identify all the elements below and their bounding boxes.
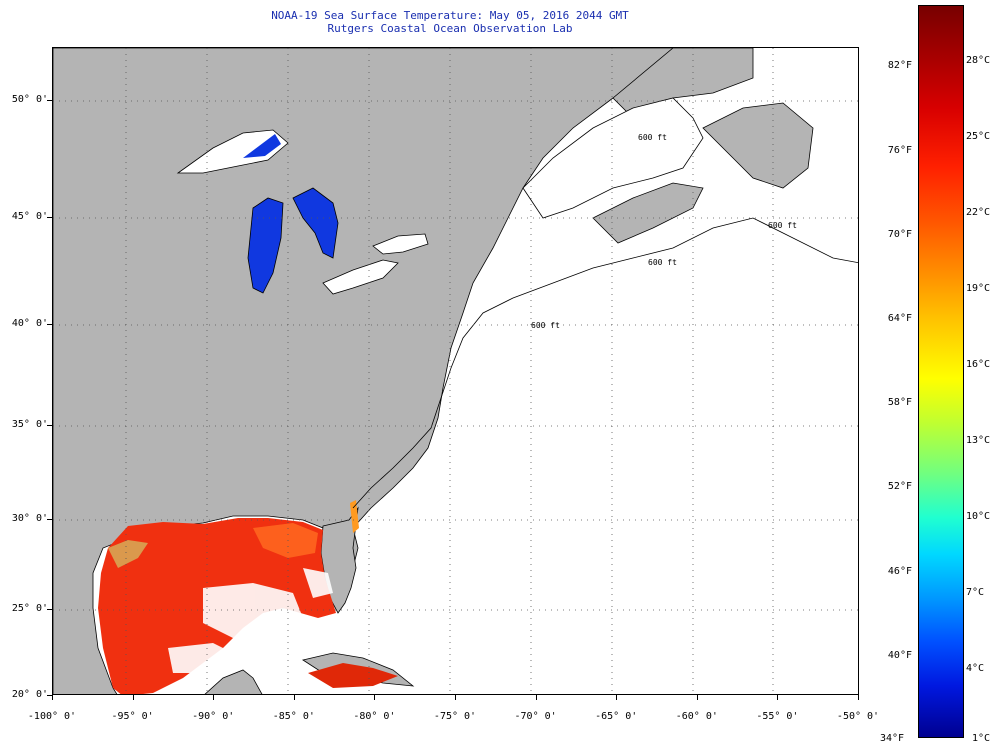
longitude-label: -75° 0' <box>433 711 477 722</box>
latitude-label: 50° 0' <box>11 94 48 105</box>
florida-east-sst <box>350 500 359 533</box>
colorbar-c-label: 19°C <box>966 282 991 294</box>
temperature-colorbar <box>918 5 964 738</box>
latitude-label: 30° 0' <box>11 513 48 524</box>
longitude-tick <box>696 695 698 700</box>
map-canvas: 600 ft 600 ft 600 ft 600 ft <box>53 48 858 694</box>
longitude-tick <box>52 695 53 700</box>
gridlines <box>53 48 858 694</box>
depth-contour <box>352 217 858 509</box>
gulf-st-lawrence <box>522 97 704 219</box>
latitude-label: 20° 0' <box>11 689 48 700</box>
land-labrador <box>612 48 754 119</box>
gulf-warm-patch <box>253 523 318 558</box>
latitude-tick <box>47 695 52 696</box>
latitude-tick <box>47 519 52 520</box>
longitude-label: -90° 0' <box>192 711 235 722</box>
latitude-label: 25° 0' <box>11 603 48 614</box>
colorbar-c-label: 16°C <box>966 359 991 371</box>
land-newfoundland <box>702 102 814 189</box>
colorbar-c-label: 28°C <box>966 55 991 66</box>
contour-label-4: 600 ft <box>638 133 667 142</box>
contour-label-3: 600 ft <box>768 221 797 230</box>
longitude-label: -95° 0' <box>111 711 154 722</box>
latitude-tick <box>47 100 52 101</box>
lake-erie <box>322 259 399 295</box>
colorbar-f-label: 58°F <box>887 397 912 409</box>
colorbar-c-label: 7°C <box>966 587 985 598</box>
latitude-label: 40° 0' <box>11 318 48 329</box>
gulf-light-patch <box>108 540 148 568</box>
colorbar-c-label: 25°C <box>966 130 991 142</box>
colorbar-f-label: 82°F <box>887 60 912 72</box>
lake-ontario <box>372 233 429 255</box>
longitude-tick <box>374 695 376 700</box>
colorbar-f-label: 64°F <box>887 313 912 325</box>
contour-label-2: 600 ft <box>531 321 560 330</box>
latitude-tick <box>47 609 52 610</box>
longitude-tick <box>293 695 295 700</box>
longitude-tick <box>455 695 456 700</box>
longitude-tick <box>213 695 215 700</box>
latitude-tick <box>47 425 52 426</box>
longitude-tick <box>777 695 779 700</box>
colorbar-f-label: 40°F <box>887 649 912 661</box>
longitude-label: -70° 0' <box>514 711 557 722</box>
latitude-tick <box>47 217 52 218</box>
longitude-label: -80° 0' <box>353 711 396 722</box>
lake-huron <box>292 187 339 259</box>
latitude-tick <box>47 324 52 325</box>
longitude-label: -100° 0' <box>27 711 77 722</box>
land-yucatan <box>204 669 263 694</box>
longitude-label: -55° 0' <box>756 711 799 722</box>
colorbar-f-label: 76°F <box>887 144 912 156</box>
map-subtitle: Rutgers Coastal Ocean Observation Lab <box>327 22 573 35</box>
colorbar-c-label: 13°C <box>966 434 991 446</box>
longitude-tick <box>535 695 537 700</box>
longitude-label: -50° 0' <box>836 711 880 722</box>
sst-map[interactable]: 600 ft 600 ft 600 ft 600 ft <box>52 47 859 695</box>
lake-superior <box>176 129 289 174</box>
longitude-tick <box>132 695 134 700</box>
lake-superior-blue <box>243 134 281 158</box>
lake-michigan <box>247 197 284 294</box>
cuba-coast-sst <box>308 663 398 688</box>
colorbar-bottom-f: 34°F <box>880 733 905 744</box>
longitude-label: -60° 0' <box>675 711 718 722</box>
latitude-label: 35° 0' <box>11 419 48 430</box>
latitude-label: 45° 0' <box>11 211 48 222</box>
longitude-label: -65° 0' <box>595 711 638 722</box>
colorbar-c-label: 22°C <box>966 207 991 219</box>
colorbar-f-label: 52°F <box>887 481 912 493</box>
cloud-cover <box>168 568 333 673</box>
colorbar-bottom-c: 1°C <box>972 733 991 744</box>
longitude-tick <box>858 695 859 700</box>
longitude-label: -85° 0' <box>272 711 315 722</box>
colorbar-c-label: 4°C <box>966 662 985 674</box>
colorbar-f-label: 46°F <box>887 565 912 577</box>
contour-label-1: 600 ft <box>648 258 677 267</box>
land-nova-scotia <box>592 182 704 244</box>
colorbar-c-label: 10°C <box>966 511 991 523</box>
map-title: NOAA-19 Sea Surface Temperature: May 05,… <box>271 9 629 22</box>
colorbar-f-label: 70°F <box>887 228 912 240</box>
longitude-tick <box>616 695 618 700</box>
